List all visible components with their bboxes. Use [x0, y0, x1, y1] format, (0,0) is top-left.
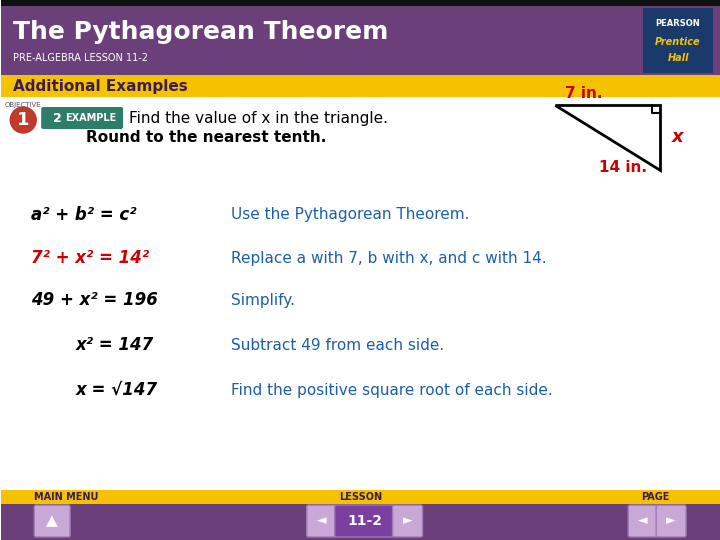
Text: EXAMPLE: EXAMPLE	[66, 113, 117, 123]
FancyBboxPatch shape	[656, 505, 686, 537]
FancyBboxPatch shape	[41, 107, 123, 129]
Text: 2: 2	[53, 111, 61, 125]
FancyBboxPatch shape	[35, 505, 70, 537]
Text: Find the value of x in the triangle.: Find the value of x in the triangle.	[129, 111, 388, 125]
Text: ◄: ◄	[639, 515, 648, 528]
Text: 14 in.: 14 in.	[598, 160, 647, 175]
Text: Find the positive square root of each side.: Find the positive square root of each si…	[231, 382, 553, 397]
Text: 7² + x² = 14²: 7² + x² = 14²	[31, 249, 149, 267]
Text: Replace a with 7, b with x, and c with 14.: Replace a with 7, b with x, and c with 1…	[231, 251, 546, 266]
Text: Round to the nearest tenth.: Round to the nearest tenth.	[86, 131, 326, 145]
Text: x² = 147: x² = 147	[76, 336, 154, 354]
Text: Subtract 49 from each side.: Subtract 49 from each side.	[231, 338, 444, 353]
Text: Simplify.: Simplify.	[231, 293, 295, 307]
Text: 49 + x² = 196: 49 + x² = 196	[31, 291, 158, 309]
Text: x: x	[672, 129, 684, 146]
Text: Prentice: Prentice	[655, 37, 701, 47]
Text: OBJECTIVE: OBJECTIVE	[5, 102, 42, 108]
FancyBboxPatch shape	[335, 505, 395, 537]
Text: PAGE: PAGE	[641, 492, 670, 502]
Text: LESSON: LESSON	[339, 492, 382, 502]
Bar	[643, 8, 713, 73]
Bar	[1, 6, 720, 75]
Text: a² + b² = c²: a² + b² = c²	[31, 206, 137, 224]
Text: Hall: Hall	[667, 53, 689, 63]
Text: MAIN MENU: MAIN MENU	[34, 492, 99, 502]
Polygon shape	[555, 105, 660, 170]
Text: Additional Examples: Additional Examples	[13, 78, 188, 93]
Text: The Pythagorean Theorem: The Pythagorean Theorem	[13, 20, 389, 44]
FancyBboxPatch shape	[392, 505, 423, 537]
Circle shape	[10, 107, 36, 133]
Bar	[1, 490, 720, 504]
Bar	[1, 75, 720, 97]
Text: ►: ►	[402, 515, 413, 528]
Text: PEARSON: PEARSON	[656, 19, 701, 29]
Bar	[1, 504, 720, 540]
Text: Use the Pythagorean Theorem.: Use the Pythagorean Theorem.	[231, 207, 469, 222]
Text: ►: ►	[666, 515, 676, 528]
Text: 11-2: 11-2	[347, 514, 382, 528]
Text: PRE-ALGEBRA LESSON 11-2: PRE-ALGEBRA LESSON 11-2	[13, 53, 148, 63]
FancyBboxPatch shape	[628, 505, 658, 537]
Text: 1: 1	[17, 111, 30, 129]
Text: ▲: ▲	[46, 514, 58, 529]
FancyBboxPatch shape	[307, 505, 337, 537]
Bar	[1, 0, 720, 6]
Text: 7 in.: 7 in.	[565, 85, 603, 100]
Text: ◄: ◄	[317, 515, 326, 528]
Text: x = √147: x = √147	[76, 381, 158, 399]
